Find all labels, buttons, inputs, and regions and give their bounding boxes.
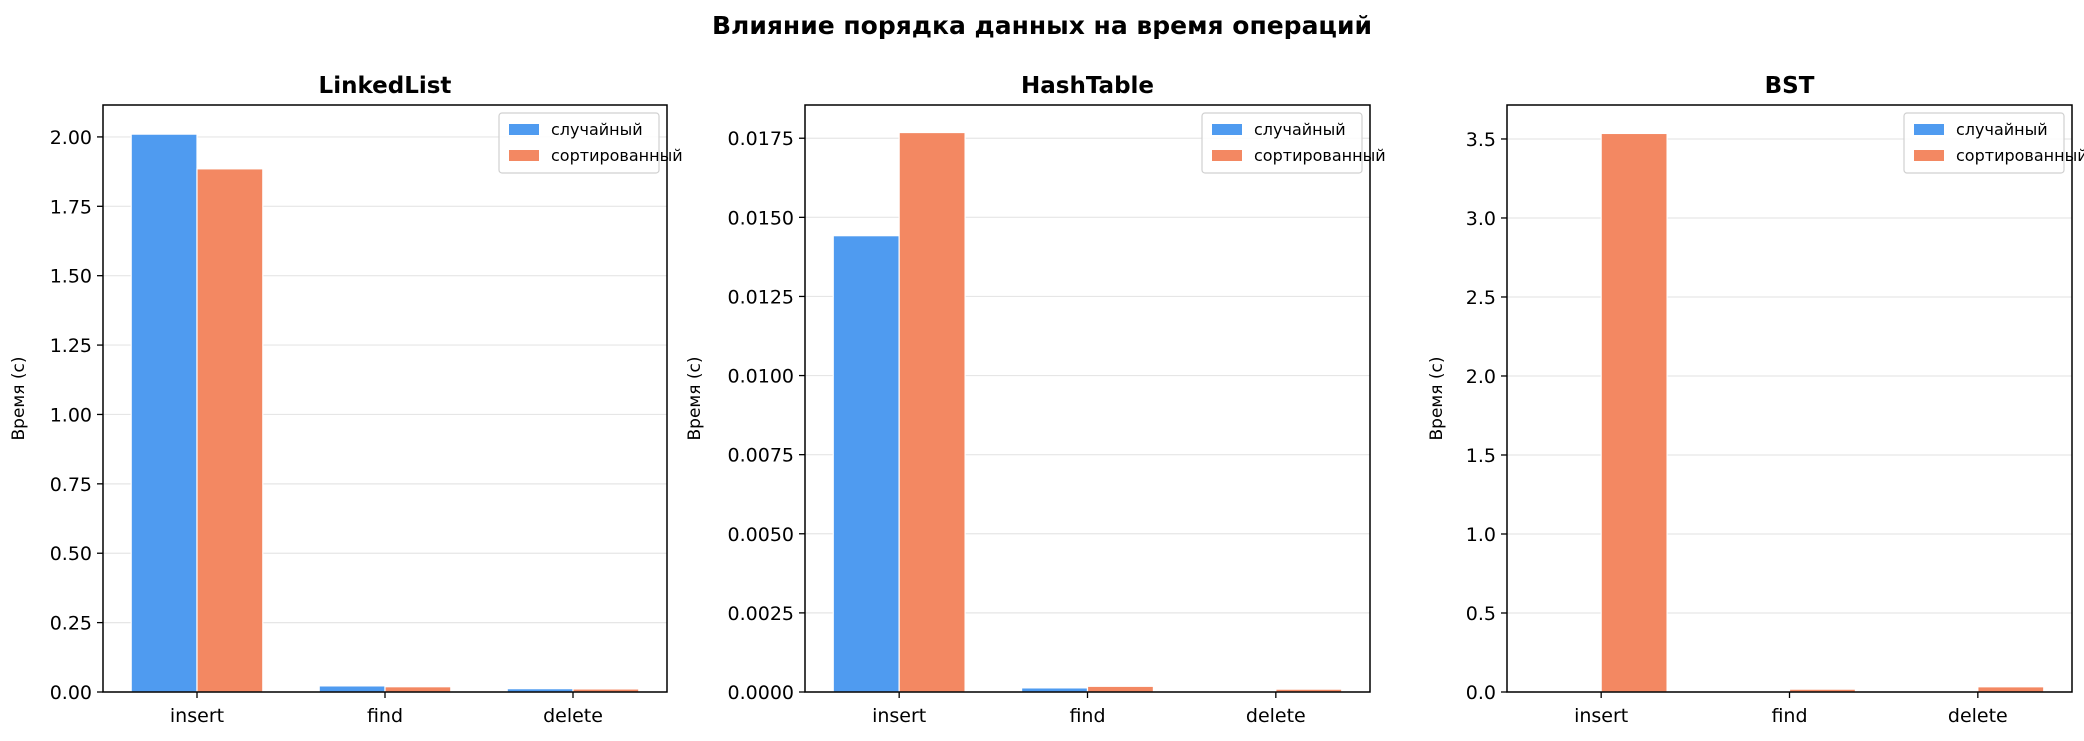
legend-swatch: [1212, 124, 1242, 135]
x-tick-label: delete: [543, 705, 603, 727]
legend-swatch: [509, 124, 539, 135]
subplots: 0.00 0.25 0.50 0.75 1.00 1.25 1.50 1.75 2.00 inse…: [9, 73, 2084, 727]
legend: случайный сортированный: [1903, 112, 2084, 174]
axes-frame: [1506, 104, 2073, 693]
legend: случайный сортированный: [1201, 112, 1386, 174]
y-tick-label: 1.75: [50, 196, 92, 218]
x-tick-label: delete: [1948, 705, 2008, 727]
legend-label: сортированный: [1254, 146, 1386, 165]
y-tick-label: 0.0000: [728, 682, 794, 704]
legend-swatch: [509, 150, 539, 161]
x-tick-label: find: [1069, 705, 1105, 727]
legend-label: случайный: [1254, 120, 1346, 139]
y-tick-label: 0.75: [50, 474, 92, 496]
y-tick-label: 1.25: [50, 335, 92, 357]
subplot-title: LinkedList: [319, 73, 452, 99]
y-axis-label: Время (с): [9, 357, 29, 441]
subplot-title: BST: [1765, 73, 1815, 99]
y-tick-label: 1.00: [50, 404, 92, 426]
legend-label: сортированный: [1956, 146, 2084, 165]
bar-сортированный-delete: [1977, 686, 2045, 693]
y-tick-label: 0.0125: [728, 286, 794, 308]
y-tick-label: 1.0: [1466, 524, 1496, 546]
y-tick-label: 2.00: [50, 127, 92, 149]
legend-swatch: [1914, 150, 1944, 161]
y-tick-label: 0.0100: [728, 366, 794, 388]
y-tick-label: 3.0: [1466, 208, 1496, 230]
bar-сортированный-find: [384, 686, 452, 693]
legend-swatch: [1914, 124, 1944, 135]
bar-сортированный-insert: [1600, 132, 1668, 693]
y-tick-label: 1.50: [50, 266, 92, 288]
y-tick-label: 0.0: [1466, 682, 1496, 704]
bar-случайный-insert: [832, 235, 900, 693]
y-tick-label: 0.0150: [728, 207, 794, 229]
y-tick-label: 0.5: [1466, 603, 1496, 625]
legend-label: случайный: [1956, 120, 2048, 139]
bar-случайный-find: [318, 685, 386, 693]
subplot-1: 0.0000 0.0025 0.0050 0.0075 0.0100 0.0125 0.01…: [685, 73, 1386, 727]
y-tick-label: 0.00: [50, 682, 92, 704]
legend-swatch: [1212, 150, 1242, 161]
subplot-0: 0.00 0.25 0.50 0.75 1.00 1.25 1.50 1.75 2.00 inse…: [9, 73, 683, 727]
y-tick-label: 2.0: [1466, 366, 1496, 388]
y-tick-label: 3.5: [1466, 129, 1496, 151]
x-tick-label: insert: [872, 705, 926, 727]
x-tick-label: insert: [170, 705, 224, 727]
x-tick-label: find: [367, 705, 403, 727]
subplot-title: HashTable: [1021, 73, 1154, 99]
bar-сортированный-insert: [898, 131, 966, 693]
bar-сортированный-insert: [196, 168, 264, 693]
x-tick-label: insert: [1574, 705, 1628, 727]
legend-label: случайный: [551, 120, 643, 139]
y-tick-label: 0.0050: [728, 524, 794, 546]
bar-сортированный-find: [1086, 685, 1155, 693]
y-tick-label: 0.0175: [728, 128, 794, 150]
y-tick-label: 0.25: [50, 613, 92, 635]
x-tick-label: delete: [1246, 705, 1306, 727]
subplot-2: 0.0 0.5 1.0 1.5 2.0 2.5 3.0 3.5 insert find delete…: [1427, 73, 2084, 727]
legend: случайный сортированный: [498, 112, 683, 174]
bar-случайный-insert: [130, 133, 198, 693]
y-tick-label: 0.0025: [728, 603, 794, 625]
y-axis-label: Время (с): [685, 357, 705, 441]
y-tick-label: 2.5: [1466, 287, 1496, 309]
legend-label: сортированный: [551, 146, 683, 165]
y-axis-label: Время (с): [1427, 357, 1447, 441]
figure-title: Влияние порядка данных на время операций: [712, 11, 1372, 40]
y-tick-label: 0.50: [50, 543, 92, 565]
y-tick-label: 0.0075: [728, 445, 794, 467]
x-tick-label: find: [1771, 705, 1807, 727]
y-tick-label: 1.5: [1466, 445, 1496, 467]
